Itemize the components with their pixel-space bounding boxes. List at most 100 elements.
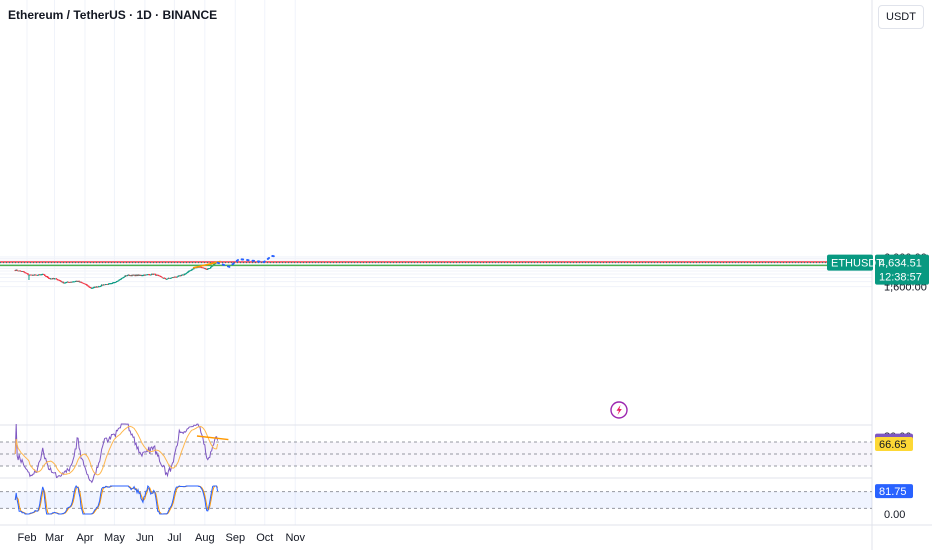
- candle-body: [14, 270, 16, 272]
- candle-body: [51, 278, 54, 280]
- candle-body: [210, 266, 212, 269]
- candle-body: [161, 277, 164, 279]
- candle-body: [87, 285, 89, 287]
- candle-body: [163, 277, 166, 279]
- candle-body: [185, 273, 187, 274]
- candle-body: [178, 275, 180, 277]
- time-tick-label: Mar: [45, 532, 64, 544]
- candle-body: [189, 270, 191, 272]
- candle-body: [105, 284, 108, 285]
- price-axis[interactable]: 6,000.005,600.005,200.004,800.004,400.00…: [884, 252, 927, 521]
- time-tick-label: Sep: [226, 532, 246, 544]
- time-tick-label: Apr: [76, 532, 93, 544]
- candle-body: [69, 281, 71, 283]
- candle-body: [24, 272, 26, 274]
- candle-body: [72, 281, 74, 283]
- candle-body: [173, 276, 176, 278]
- candle-body: [60, 281, 63, 283]
- candle-body: [130, 275, 132, 277]
- stochastic-pane: [0, 484, 872, 515]
- candle-body: [115, 281, 118, 283]
- candle-body: [202, 267, 204, 269]
- candle-body: [114, 282, 117, 283]
- candle-body: [68, 282, 70, 283]
- countdown-tag: 12:38:57: [879, 272, 922, 284]
- candle-body: [89, 287, 91, 288]
- candle-body: [47, 277, 50, 279]
- rsi-divergence-line: [196, 435, 229, 441]
- candle-body: [48, 278, 51, 280]
- candle-body: [22, 271, 24, 272]
- candle-body: [191, 269, 193, 271]
- candle-body: [175, 276, 178, 278]
- candle-body: [86, 284, 88, 286]
- candle-body: [98, 286, 100, 288]
- stoch-value-tag-bg: [875, 484, 913, 499]
- candle-body: [94, 286, 96, 288]
- currency-button[interactable]: USDT: [878, 5, 924, 29]
- candle-body: [97, 286, 99, 288]
- candle-body: [127, 274, 129, 276]
- candle-body: [119, 279, 122, 281]
- candle-body: [152, 273, 154, 275]
- candle-body: [82, 282, 84, 284]
- candle-body: [131, 274, 133, 276]
- candle-body: [133, 274, 135, 276]
- time-tick-label: Jun: [136, 532, 154, 544]
- candle-body: [124, 275, 126, 277]
- time-tick-label: Feb: [18, 532, 37, 544]
- candle-body: [155, 274, 157, 276]
- candle-body: [148, 274, 150, 276]
- projection-path: [216, 254, 276, 268]
- candle-body: [57, 279, 60, 281]
- candle-body: [18, 270, 20, 272]
- candle-body: [122, 277, 124, 278]
- candle-body: [165, 279, 168, 280]
- candle-body: [35, 274, 37, 276]
- candle-body: [205, 268, 207, 270]
- candle-body: [146, 274, 148, 276]
- candle-body: [129, 275, 131, 277]
- candle-body: [32, 274, 34, 276]
- candle-body: [109, 283, 112, 285]
- candle-body: [126, 275, 128, 277]
- candle-body: [199, 266, 201, 268]
- candle-body: [156, 274, 159, 276]
- candle-body: [70, 281, 72, 283]
- candle-body: [190, 270, 192, 271]
- candle-body: [167, 277, 170, 279]
- candle-body: [180, 275, 182, 277]
- rsi-ma-line: [14, 425, 219, 476]
- candle-body: [154, 273, 156, 275]
- time-axis[interactable]: Feb Mar Apr May Jun Jul Aug Sep Oct Nov: [18, 532, 306, 544]
- candle-body: [76, 281, 78, 282]
- time-tick-label: Oct: [256, 532, 273, 544]
- candle-body: [43, 274, 46, 276]
- candle-body: [84, 283, 86, 285]
- candle-body: [128, 274, 130, 276]
- stoch-tick-label: 0.00: [884, 509, 905, 521]
- candle-body: [184, 273, 186, 275]
- candle-body: [107, 283, 110, 285]
- candle-body: [58, 280, 61, 281]
- candle-body: [59, 280, 62, 282]
- candle-body: [77, 281, 79, 282]
- candle-body: [102, 284, 105, 286]
- time-tick-label: May: [104, 532, 125, 544]
- price-tags: 4,788.584,103.904,634.5112:38:57ETHUSDT7…: [827, 254, 929, 499]
- candle-body: [213, 263, 216, 265]
- candle-body: [65, 282, 67, 284]
- candle-body: [64, 282, 67, 284]
- candle-body: [172, 277, 175, 279]
- candle-body: [63, 282, 66, 284]
- candle-body: [26, 273, 28, 275]
- candle-body: [37, 274, 39, 276]
- candle-body: [187, 271, 189, 273]
- candle-body: [83, 283, 85, 285]
- candles-layer: [14, 261, 219, 289]
- candle-body: [174, 276, 177, 278]
- candle-body: [16, 269, 18, 271]
- candle-body: [29, 274, 31, 276]
- rsi-pane: [0, 423, 872, 484]
